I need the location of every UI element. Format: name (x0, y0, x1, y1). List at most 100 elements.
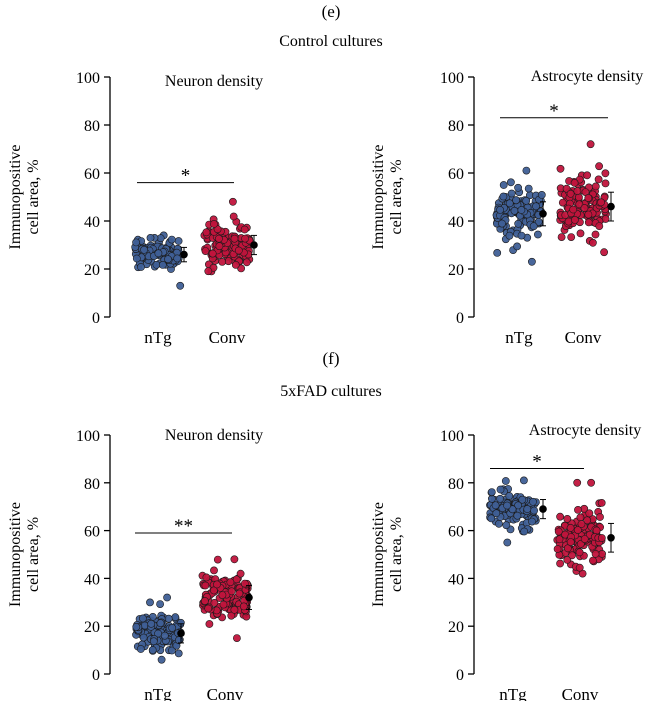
data-point (147, 619, 156, 628)
data-point (492, 509, 501, 518)
data-point (171, 613, 180, 622)
data-point (518, 495, 527, 504)
series-ntg-points (492, 166, 546, 266)
y-axis-label-line: cell area, % (25, 517, 42, 592)
y-tick-label: 0 (456, 310, 464, 327)
y-tick-label: 80 (448, 476, 464, 493)
data-point (231, 260, 240, 269)
data-point (574, 526, 582, 534)
data-point (597, 198, 605, 207)
data-point (213, 580, 221, 589)
data-point (156, 600, 164, 608)
x-category-label: Conv (565, 328, 602, 347)
data-point (215, 242, 224, 251)
data-point (520, 527, 529, 536)
data-point (566, 189, 575, 198)
data-point (573, 478, 582, 487)
mean-marker (607, 533, 615, 542)
data-point (496, 205, 504, 214)
data-point (557, 233, 566, 241)
data-point (137, 263, 145, 271)
data-point (554, 527, 563, 536)
y-tick-label: 80 (84, 118, 100, 135)
data-point (512, 196, 520, 205)
data-point (164, 255, 172, 264)
chart-panel-1: 0 20 40 60 80 100 Immunopositivecell area, % Ne… (7, 70, 263, 347)
chart-title: Astrocyte density (529, 422, 641, 439)
data-point (496, 494, 504, 503)
data-point (139, 633, 148, 642)
data-point (580, 535, 589, 543)
data-point (556, 512, 564, 521)
data-point (218, 591, 227, 599)
y-tick-label: 0 (92, 310, 100, 327)
data-point (202, 228, 211, 237)
section-title-5xfad: 5xFAD cultures (280, 383, 382, 400)
data-point (563, 556, 572, 564)
data-point (597, 498, 606, 507)
data-point (241, 234, 249, 243)
data-point (219, 600, 228, 609)
data-point (567, 233, 576, 241)
data-point (505, 199, 514, 208)
series-conv-points (200, 197, 254, 276)
data-point (229, 212, 238, 221)
y-axis-label-line: Immunopositive (7, 502, 24, 607)
data-point (154, 249, 163, 258)
data-point (227, 587, 236, 596)
data-point (591, 182, 600, 191)
data-point (556, 559, 564, 568)
data-point (529, 497, 537, 506)
data-point (594, 175, 603, 184)
data-point (496, 485, 505, 494)
data-point (201, 581, 210, 590)
data-point (230, 605, 239, 614)
y-tick-label: 80 (84, 476, 100, 493)
data-point (146, 233, 155, 242)
y-axis-label-line: cell area, % (388, 159, 405, 234)
data-point (235, 589, 244, 598)
significance-label: * (532, 451, 542, 472)
y-axis-label: Immunopositivecell area, % (7, 145, 42, 250)
data-point (597, 534, 606, 542)
data-point (239, 602, 248, 611)
data-point (148, 646, 157, 654)
data-point (589, 556, 597, 565)
data-point (569, 205, 578, 214)
y-tick-label: 60 (84, 524, 100, 541)
data-point (528, 257, 536, 266)
data-point (132, 623, 141, 631)
y-tick-label: 100 (76, 70, 100, 87)
data-point (146, 598, 154, 607)
series-conv-points (198, 555, 252, 642)
significance-label: * (181, 166, 191, 187)
mean-marker (177, 629, 185, 638)
data-point (520, 476, 528, 485)
data-point (553, 545, 562, 553)
data-point (583, 171, 591, 180)
data-point (584, 194, 593, 202)
mean-marker (245, 593, 253, 602)
series-ntg-points (132, 593, 185, 664)
significance-label: ** (174, 516, 193, 537)
data-point (168, 624, 177, 632)
data-point (202, 573, 211, 582)
y-tick-label: 60 (84, 166, 100, 183)
series-ntg-points (131, 231, 185, 290)
data-point (514, 183, 522, 192)
chart-panel-2: 0 20 40 60 80 100 Immunopositivecell area, % As… (370, 68, 643, 347)
y-tick-label: 0 (456, 667, 464, 684)
data-point (555, 535, 564, 544)
y-axis-label-line: Immunopositive (370, 145, 387, 250)
data-point (522, 196, 531, 205)
data-point (566, 538, 575, 546)
data-point (576, 229, 585, 238)
data-point (530, 506, 538, 515)
y-axis-label: Immunopositivecell area, % (7, 502, 42, 607)
y-axis-label: Immunopositivecell area, % (370, 145, 405, 250)
data-point (575, 548, 584, 557)
data-point (570, 178, 579, 187)
data-point (577, 520, 586, 528)
data-point (487, 488, 496, 496)
data-point (574, 505, 582, 514)
